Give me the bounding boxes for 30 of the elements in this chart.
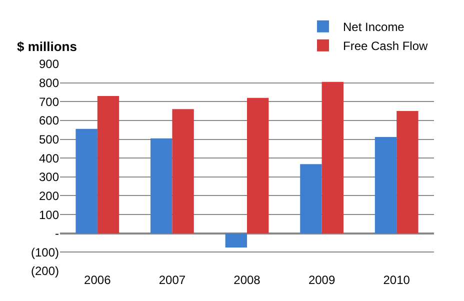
y-tick-label: (100) — [30, 245, 59, 260]
y-tick-label: 300 — [38, 170, 60, 184]
legend-label: Net Income — [343, 20, 405, 34]
bar — [247, 98, 269, 234]
bar — [76, 128, 98, 234]
y-tick-label: (200) — [30, 264, 59, 278]
bar — [172, 109, 194, 234]
bar — [300, 164, 322, 234]
y-axis-title: $ millions — [17, 39, 77, 54]
x-tick-label: 2006 — [84, 273, 112, 287]
y-tick-label: 800 — [38, 76, 60, 90]
y-tick-label: 600 — [38, 114, 60, 128]
y-tick-label: 900 — [38, 57, 60, 72]
x-tick-label: 2008 — [234, 273, 261, 287]
bar — [225, 233, 247, 248]
bar — [322, 82, 344, 234]
legend-label: Free Cash Flow — [343, 39, 428, 54]
y-tick-label: 100 — [38, 208, 60, 222]
y-tick-label: 200 — [38, 188, 60, 203]
y-tick-label: - — [55, 226, 59, 241]
y-tick-label: 500 — [38, 132, 60, 146]
y-tick-label: 400 — [38, 151, 60, 166]
x-tick-label: 2009 — [308, 273, 336, 287]
x-tick-label: 2007 — [158, 273, 186, 287]
y-tick-label: 700 — [38, 94, 60, 109]
bar — [97, 96, 120, 234]
bar — [374, 137, 397, 234]
x-tick-label: 2010 — [383, 273, 410, 287]
bar — [150, 138, 172, 234]
bar — [396, 111, 418, 234]
